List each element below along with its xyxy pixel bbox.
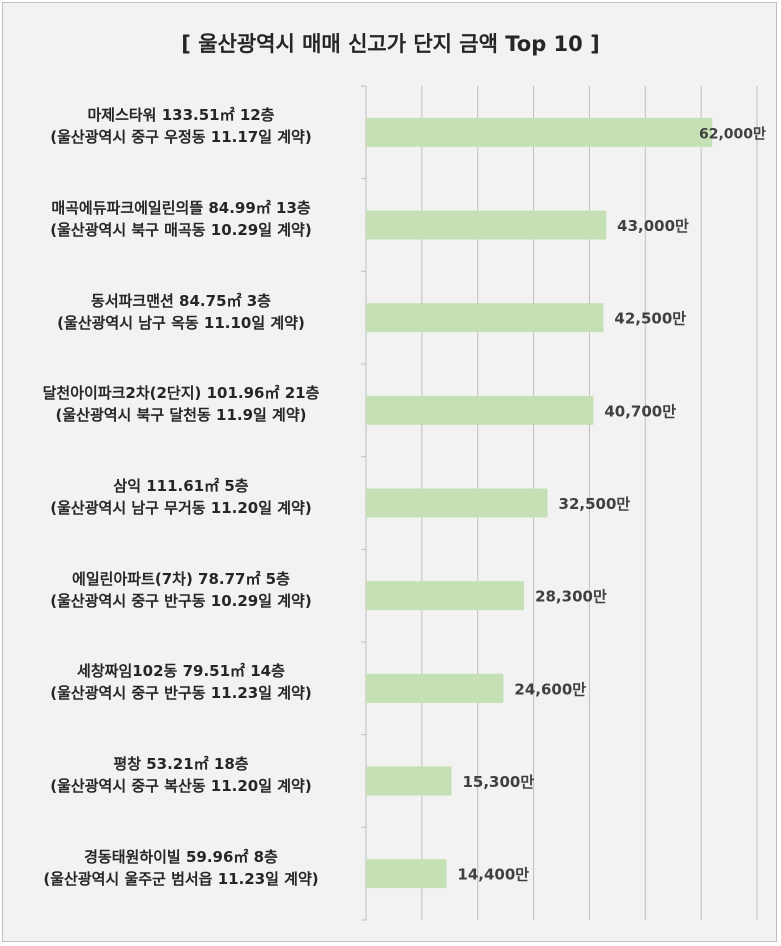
bar bbox=[366, 488, 548, 518]
category-name: 삼익 111.61㎡ 5층 bbox=[113, 477, 249, 495]
data-label: 40,700만 bbox=[604, 402, 676, 420]
data-label: 24,600만 bbox=[514, 680, 586, 698]
category-name: 경동태원하이빌 59.96㎡ 8층 bbox=[84, 847, 278, 866]
category-location: (울산광역시 중구 우정동 11.17일 계약) bbox=[50, 128, 312, 147]
data-label: 62,000만 bbox=[699, 126, 766, 142]
data-label: 43,000만 bbox=[617, 217, 689, 235]
category-name: 동서파크맨션 84.75㎡ 3층 bbox=[91, 291, 271, 310]
bar bbox=[366, 395, 594, 425]
category-name: 매곡에듀파크에일린의뜰 84.99㎡ 13층 bbox=[51, 199, 311, 217]
category-label: 동서파크맨션 84.75㎡ 3층 (울산광역시 남구 옥동 11.10일 계약) bbox=[0, 290, 362, 334]
chart-title: [ 울산광역시 매매 신고가 단지 금액 Top 10 ] bbox=[181, 32, 600, 56]
category-label: 평창 53.21㎡ 18층 (울산광역시 중구 복산동 11.20일 계약) bbox=[0, 753, 362, 797]
category-name: 평창 53.21㎡ 18층 bbox=[113, 755, 249, 773]
category-label: 달천아이파크2차(2단지) 101.96㎡ 21층 (울산광역시 북구 달천동 1… bbox=[0, 382, 362, 426]
category-location: (울산광역시 중구 반구동 10.29일 계약) bbox=[50, 591, 312, 610]
data-label: 42,500만 bbox=[614, 310, 686, 328]
category-location: (울산광역시 북구 달천동 11.9일 계약) bbox=[55, 406, 307, 425]
category-location: (울산광역시 울주군 범서읍 11.23일 계약) bbox=[43, 869, 319, 888]
category-location: (울산광역시 중구 복산동 11.20일 계약) bbox=[50, 777, 312, 795]
bar bbox=[366, 303, 604, 333]
data-label: 15,300만 bbox=[462, 773, 534, 791]
bar bbox=[366, 859, 447, 889]
category-label: 에일린아파트(7차) 78.77㎡ 5층 (울산광역시 중구 반구동 10.29일… bbox=[0, 568, 362, 612]
bar bbox=[366, 581, 525, 611]
bar bbox=[366, 673, 504, 703]
data-label: 14,400만 bbox=[457, 866, 529, 884]
category-location: (울산광역시 중구 반구동 11.23일 계약) bbox=[50, 684, 312, 703]
category-name: 세창짜임102동 79.51㎡ 14층 bbox=[77, 662, 285, 681]
category-location: (울산광역시 남구 옥동 11.10일 계약) bbox=[57, 313, 305, 332]
bar bbox=[366, 210, 607, 240]
category-name: 에일린아파트(7차) 78.77㎡ 5층 bbox=[72, 569, 290, 588]
category-label: 마제스타워 133.51㎡ 12층 (울산광역시 중구 우정동 11.17일 계약… bbox=[0, 104, 362, 148]
category-name: 마제스타워 133.51㎡ 12층 bbox=[87, 106, 275, 125]
category-name: 달천아이파크2차(2단지) 101.96㎡ 21층 bbox=[42, 384, 320, 403]
category-label: 매곡에듀파크에일린의뜰 84.99㎡ 13층 (울산광역시 북구 매곡동 10.2… bbox=[0, 197, 362, 241]
category-label: 세창짜임102동 79.51㎡ 14층 (울산광역시 중구 반구동 11.23일 … bbox=[0, 660, 362, 704]
category-label: 삼익 111.61㎡ 5층 (울산광역시 남구 무거동 11.20일 계약) bbox=[0, 475, 362, 519]
bar bbox=[366, 766, 452, 796]
category-label: 경동태원하이빌 59.96㎡ 8층 (울산광역시 울주군 범서읍 11.23일 계… bbox=[0, 846, 362, 890]
data-label: 28,300만 bbox=[535, 588, 607, 606]
data-label: 32,500만 bbox=[559, 495, 631, 513]
category-location: (울산광역시 남구 무거동 11.20일 계약) bbox=[50, 499, 312, 517]
bar bbox=[366, 117, 713, 147]
category-location: (울산광역시 북구 매곡동 10.29일 계약) bbox=[50, 221, 312, 239]
